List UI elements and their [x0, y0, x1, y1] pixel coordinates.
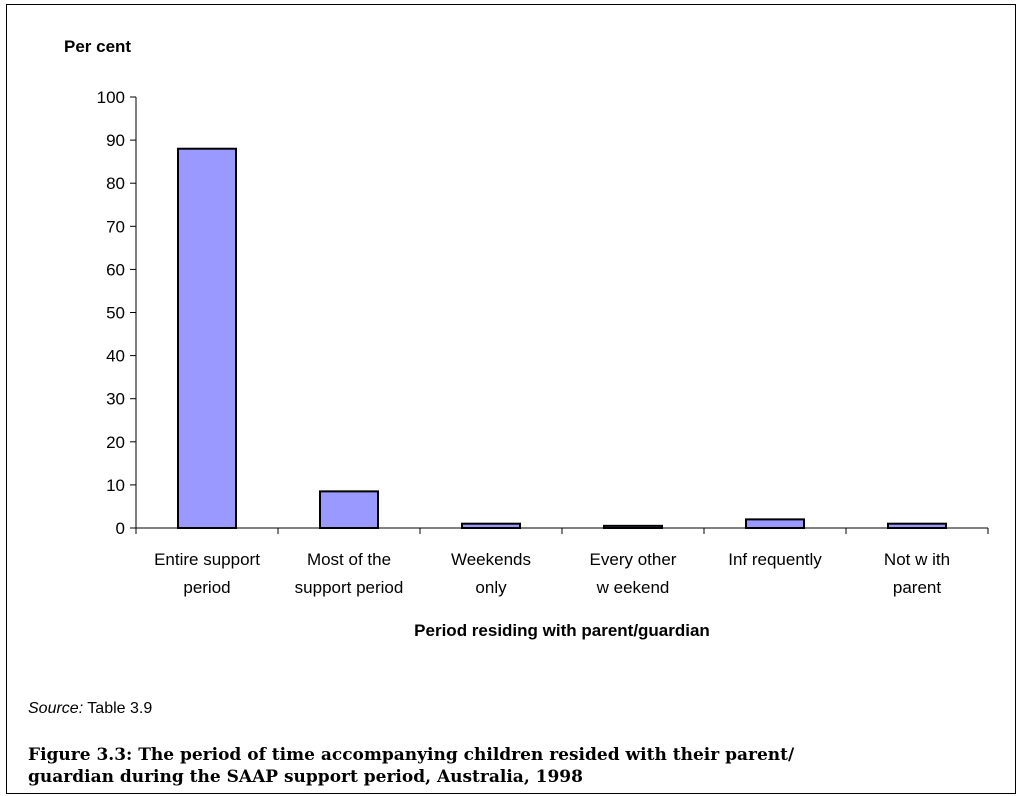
x-tick-label: w eekend — [596, 578, 670, 597]
y-tick-label: 20 — [106, 433, 125, 452]
y-tick-label: 40 — [106, 347, 125, 366]
x-tick-label: Not w ith — [884, 550, 950, 569]
y-tick-label: 80 — [106, 174, 125, 193]
bar — [745, 518, 805, 530]
source-label: Source: — [28, 700, 84, 717]
y-tick-label: 90 — [106, 131, 125, 150]
y-axis-title: Per cent — [64, 37, 132, 56]
caption-line-2: guardian during the SAAP support period,… — [28, 767, 583, 787]
x-tick-label: Entire support — [154, 550, 260, 569]
y-tick-label: 10 — [106, 476, 125, 495]
bar — [603, 524, 663, 529]
x-tick-label: Every other — [590, 550, 677, 569]
y-tick-label: 100 — [97, 88, 125, 107]
y-tick-label: 60 — [106, 260, 125, 279]
x-axis-title: Period residing with parent/guardian — [414, 621, 710, 640]
x-tick-label: support period — [295, 578, 404, 597]
bar — [177, 147, 237, 529]
x-tick-label: Inf requently — [728, 550, 822, 569]
x-tick-label: period — [183, 578, 230, 597]
bar — [887, 522, 947, 530]
x-tick-label: Weekends — [451, 550, 531, 569]
bar — [461, 522, 521, 530]
bar — [319, 490, 379, 529]
y-tick-label: 50 — [106, 304, 125, 323]
bar-chart: 0 10 20 30 40 50 60 70 80 90 100 Entire support peri… — [97, 88, 989, 640]
caption-line-1: Figure 3.3: The period of time accompany… — [28, 745, 795, 765]
x-tick-label: only — [475, 578, 507, 597]
y-tick-label: 30 — [106, 390, 125, 409]
x-tick-label: Most of the — [307, 550, 391, 569]
source-text: Table 3.9 — [83, 700, 153, 717]
source-note: Source: Table 3.9 — [28, 700, 152, 718]
figure-caption: Figure 3.3: The period of time accompany… — [28, 744, 928, 788]
x-tick-label: parent — [893, 578, 941, 597]
figure-frame — [6, 4, 1016, 794]
y-tick-label: 0 — [116, 519, 125, 538]
y-tick-label: 70 — [106, 217, 125, 236]
